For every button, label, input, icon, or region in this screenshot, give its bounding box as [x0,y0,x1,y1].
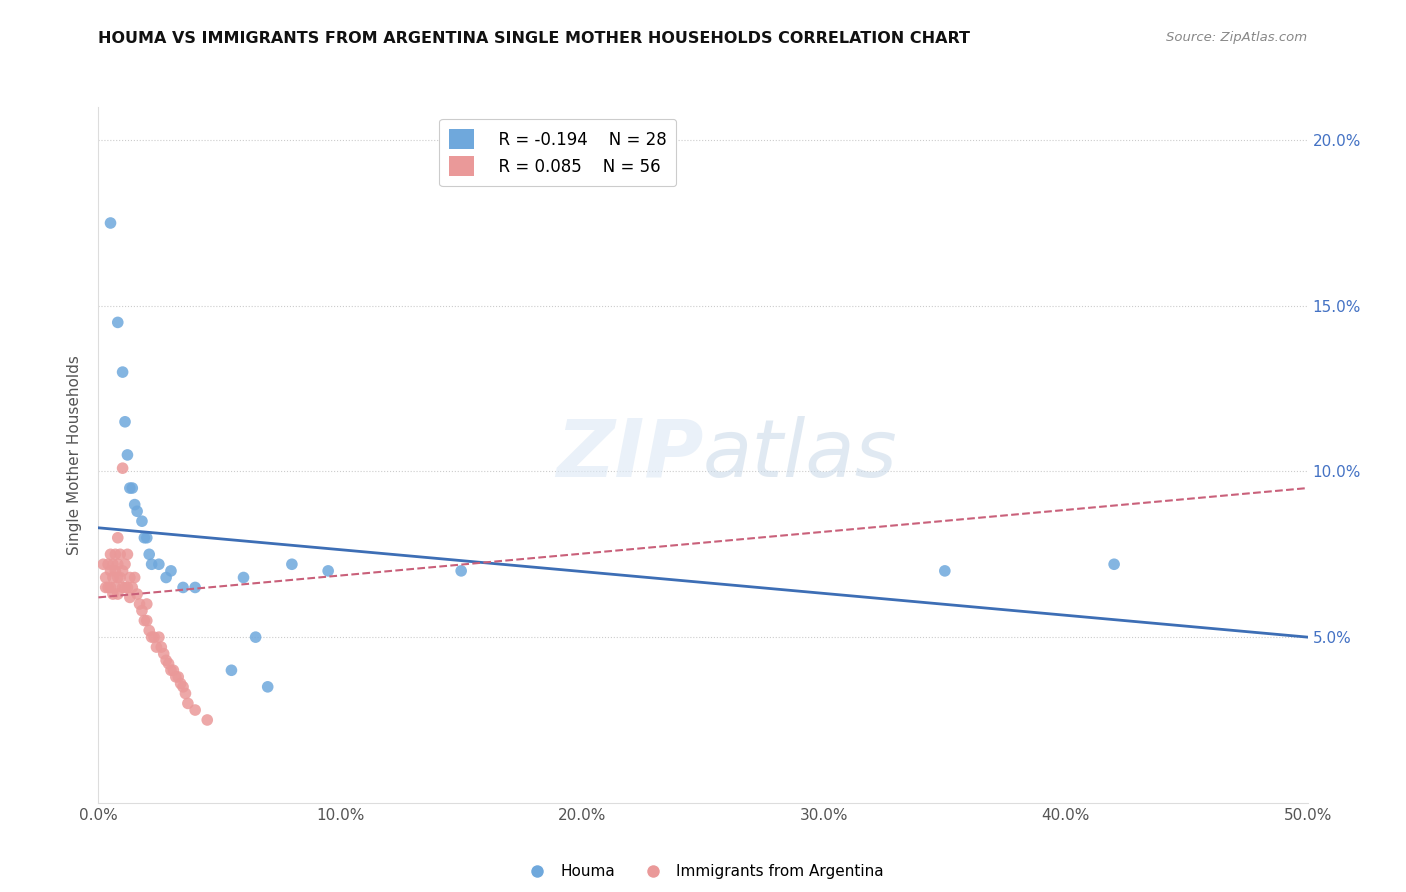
Point [134,614,156,628]
Y-axis label: Single Mother Households: Single Mother Households [67,355,83,555]
Point [135,531,157,545]
Legend: Houma, Immigrants from Argentina: Houma, Immigrants from Argentina [516,858,890,886]
Point [111,461,134,475]
Point [177,697,200,711]
Point [108,570,131,584]
Point [94,581,117,595]
Text: ZIP: ZIP [555,416,703,494]
Point [111,581,134,595]
Point [100,216,122,230]
Point [316,564,339,578]
Point [167,670,190,684]
Point [1102,558,1125,572]
Point [157,657,180,671]
Point [135,614,157,628]
Point [114,581,136,595]
Point [104,564,127,578]
Point [184,703,207,717]
Point [127,504,149,518]
Point [101,558,124,572]
Point [143,630,166,644]
Point [124,570,146,584]
Point [141,630,163,644]
Point [221,663,243,677]
Point [101,587,124,601]
Text: HOUMA VS IMMIGRANTS FROM ARGENTINA SINGLE MOTHER HOUSEHOLDS CORRELATION CHART: HOUMA VS IMMIGRANTS FROM ARGENTINA SINGL… [98,31,970,46]
Point [150,640,173,654]
Point [117,448,139,462]
Point [107,558,129,572]
Text: atlas: atlas [703,416,898,494]
Point [117,581,139,595]
Point [138,624,160,638]
Point [148,630,170,644]
Text: Source: ZipAtlas.com: Source: ZipAtlas.com [1167,31,1308,45]
Point [107,531,129,545]
Point [131,514,153,528]
Point [155,653,177,667]
Point [107,570,129,584]
Point [91,558,114,572]
Point [165,670,187,684]
Point [100,547,122,561]
Point [118,591,141,605]
Point [108,547,131,561]
Point [114,415,136,429]
Point [172,581,194,595]
Point [169,676,191,690]
Point [195,713,218,727]
Point [162,663,184,677]
Point [131,604,153,618]
Point [121,581,143,595]
Point [127,587,149,601]
Point [135,597,157,611]
Point [124,498,146,512]
Point [94,570,117,584]
Point [232,570,254,584]
Point [117,547,139,561]
Point [155,570,177,584]
Point [138,547,160,561]
Point [256,680,278,694]
Point [281,558,304,572]
Point [134,531,156,545]
Point [128,597,150,611]
Point [174,686,197,700]
Point [111,365,134,379]
Point [111,564,134,578]
Point [184,581,207,595]
Point [152,647,174,661]
Point [97,558,120,572]
Point [148,558,170,572]
Point [172,680,194,694]
Point [104,581,127,595]
Point [107,587,129,601]
Point [141,558,163,572]
Point [104,547,127,561]
Point [450,564,472,578]
Point [118,481,141,495]
Point [118,570,141,584]
Point [160,564,183,578]
Point [121,481,143,495]
Point [97,581,120,595]
Point [100,564,122,578]
Point [245,630,267,644]
Point [160,663,183,677]
Point [100,581,122,595]
Point [145,640,167,654]
Point [114,558,136,572]
Point [107,315,129,329]
Point [101,570,124,584]
Point [934,564,956,578]
